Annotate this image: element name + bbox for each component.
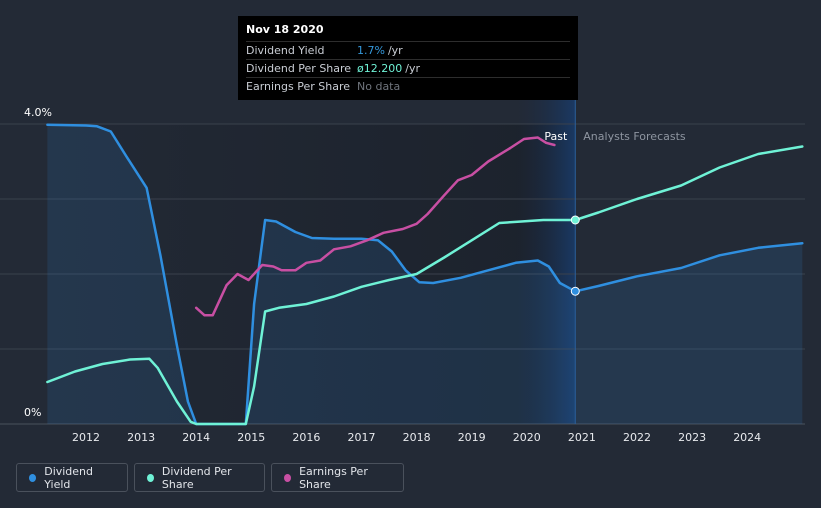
- x-tick-label: 2023: [678, 431, 706, 444]
- legend-label: Dividend Per Share: [161, 464, 232, 491]
- dividend-yield-area: [47, 124, 803, 425]
- x-tick-label: 2022: [623, 431, 651, 444]
- tooltip-date: Nov 18 2020: [246, 23, 324, 36]
- legend-label: Earnings Per Share: [299, 464, 368, 491]
- tooltip-unit: /yr: [387, 44, 403, 57]
- x-tick-label: 2024: [733, 431, 761, 444]
- y-tick-max: 4.0%: [24, 106, 52, 119]
- past-region-label: Past: [544, 130, 568, 143]
- legend-dot-icon: [29, 473, 37, 482]
- dividend-yield-marker-dot: [570, 286, 580, 296]
- dividend-per-share-line: [46, 145, 804, 426]
- tooltip-marker-dots: [570, 215, 580, 296]
- tooltip-value: No data: [357, 80, 401, 93]
- x-tick-label: 2014: [182, 431, 210, 444]
- tooltip-row-earnings-per-share: Earnings Per Share No data: [246, 77, 570, 95]
- x-tick-label: 2013: [127, 431, 155, 444]
- legend-item-dividend-yield[interactable]: Dividend Yield: [16, 463, 128, 492]
- x-tick-label: 2018: [403, 431, 431, 444]
- tooltip: Nov 18 2020 Dividend Yield 1.7%/yr Divid…: [238, 16, 578, 100]
- legend-item-earnings-per-share[interactable]: Earnings Per Share: [271, 463, 404, 492]
- x-tick-label: 2019: [458, 431, 486, 444]
- tooltip-unit: /yr: [405, 62, 420, 75]
- tooltip-value: 1.7%: [357, 44, 385, 57]
- legend-item-dividend-per-share[interactable]: Dividend Per Share: [134, 463, 265, 492]
- forecast-region-label: Analysts Forecasts: [583, 130, 686, 143]
- x-axis-ticks: 2012 2013 2014 2015 2016 2017 2018 2019 2020 2021…: [72, 431, 761, 444]
- x-tick-label: 2021: [568, 431, 596, 444]
- x-tick-label: 2016: [292, 431, 320, 444]
- y-tick-zero: 0%: [24, 406, 41, 419]
- y-gridlines: [0, 123, 805, 425]
- tooltip-label: Dividend Per Share: [246, 62, 352, 75]
- tooltip-value: ø12.200: [357, 62, 403, 75]
- legend-dot-icon: [147, 473, 154, 482]
- legend-label: Dividend Yield: [44, 464, 94, 491]
- series-area-fills: [47, 124, 803, 425]
- x-tick-label: 2012: [72, 431, 100, 444]
- x-tick-label: 2015: [237, 431, 265, 444]
- dividend-per-share-marker-dot: [570, 215, 580, 225]
- tooltip-row-dividend-per-share: Dividend Per Share ø12.200/yr: [246, 59, 570, 77]
- tooltip-label: Earnings Per Share: [246, 80, 351, 93]
- tooltip-row-dividend-yield: Dividend Yield 1.7%/yr: [246, 41, 570, 59]
- earnings-per-share-line: [194, 136, 556, 317]
- x-tick-label: 2017: [348, 431, 376, 444]
- x-tick-label: 2020: [513, 431, 541, 444]
- legend-dot-icon: [284, 473, 292, 482]
- tooltip-label: Dividend Yield: [246, 44, 325, 57]
